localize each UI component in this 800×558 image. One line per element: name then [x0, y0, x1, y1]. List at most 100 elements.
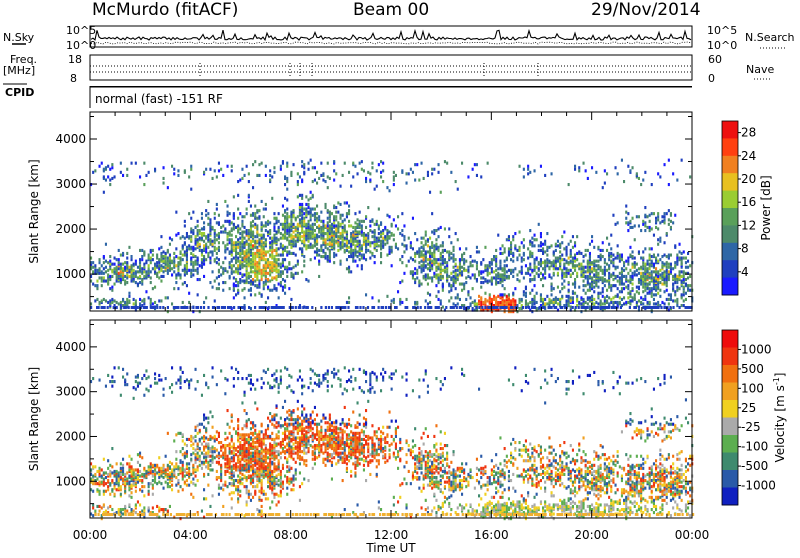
power-cell	[593, 302, 595, 305]
vel-cell	[92, 377, 94, 380]
power-cell	[229, 287, 231, 290]
power-cell	[357, 172, 359, 175]
power-cell	[290, 252, 292, 255]
power-cell	[386, 254, 388, 257]
vel-cell	[177, 432, 179, 435]
power-cell	[612, 214, 614, 217]
power-cell	[649, 254, 651, 257]
power-cell	[293, 163, 295, 166]
power-cell	[536, 272, 538, 275]
power-cell	[320, 220, 322, 223]
power-ground-cell	[344, 306, 346, 309]
power-cell	[333, 255, 335, 258]
power-cell	[201, 258, 203, 261]
power-cell	[278, 263, 280, 266]
power-cell	[209, 261, 211, 264]
vel-cell	[180, 485, 182, 488]
power-cell	[657, 270, 659, 273]
power-cell	[393, 238, 395, 241]
power-cell	[233, 257, 235, 260]
power-cell	[244, 280, 246, 283]
power-cell	[574, 260, 576, 263]
power-cell	[320, 174, 322, 177]
power-ground-cell	[159, 306, 161, 309]
power-cell	[401, 169, 403, 172]
power-cell	[139, 264, 141, 267]
power-ground-cell	[484, 306, 486, 309]
vel-cell	[167, 510, 169, 513]
power-cell	[173, 287, 175, 290]
colorbar-tick-label: 8	[741, 242, 749, 256]
vel-cell	[126, 478, 128, 481]
power-cell	[461, 254, 463, 257]
power-cell	[619, 283, 621, 286]
power-cell	[346, 241, 348, 244]
power-cell	[314, 208, 316, 211]
power-ground-cell	[197, 306, 199, 309]
power-cell	[683, 257, 685, 260]
power-cell	[344, 224, 346, 227]
power-cell	[175, 234, 177, 237]
power-cell	[627, 257, 629, 260]
power-cell	[340, 223, 342, 226]
power-cell	[659, 221, 661, 224]
power-cell	[237, 281, 239, 284]
power-ground-cell	[511, 306, 513, 309]
power-cell	[497, 267, 499, 270]
power-cell	[303, 212, 305, 215]
power-cell	[320, 255, 322, 258]
vel-cell	[195, 435, 197, 438]
power-cell	[578, 169, 580, 172]
power-cell	[237, 217, 239, 220]
power-cell	[435, 266, 437, 269]
power-cell	[239, 278, 241, 281]
vel-cell	[190, 493, 192, 496]
power-cell	[252, 240, 254, 243]
power-cell	[621, 159, 623, 162]
power-cell	[248, 275, 250, 278]
power-cell	[472, 168, 474, 171]
vel-cell	[154, 377, 156, 380]
vel-cell	[186, 465, 188, 468]
power-cell	[384, 226, 386, 229]
power-cell	[649, 290, 651, 293]
power-cell	[612, 301, 614, 304]
vel-cell	[152, 479, 154, 482]
power-cell	[380, 255, 382, 258]
power-cell	[293, 266, 295, 269]
power-cell	[421, 250, 423, 253]
power-cell	[118, 302, 120, 305]
vel-cell	[139, 470, 141, 473]
power-cell	[137, 283, 139, 286]
power-cell	[623, 269, 625, 272]
power-cell	[683, 304, 685, 307]
power-cell	[557, 298, 559, 301]
power-cell	[548, 273, 550, 276]
vel-cell	[124, 510, 126, 513]
vel-cell	[122, 368, 124, 371]
power-cell	[352, 260, 354, 263]
vel-cell	[152, 484, 154, 487]
power-cell	[103, 255, 105, 258]
power-cell	[674, 214, 676, 217]
power-cell	[103, 298, 105, 301]
power-cell	[647, 275, 649, 278]
power-cell	[668, 223, 670, 226]
power-cell	[150, 301, 152, 304]
power-cell	[668, 278, 670, 281]
power-cell	[163, 255, 165, 258]
power-cell	[143, 302, 145, 305]
power-cell	[310, 208, 312, 211]
power-cell	[397, 227, 399, 230]
power-cell	[529, 292, 531, 295]
power-cell	[333, 252, 335, 255]
vel-cell	[182, 464, 184, 467]
power-ground-cell	[575, 306, 577, 309]
power-cell	[504, 267, 506, 270]
power-cell	[544, 272, 546, 275]
power-cell	[248, 200, 250, 203]
power-cell	[546, 254, 548, 257]
power-cell	[425, 278, 427, 281]
power-cell	[644, 286, 646, 289]
vel-cell	[107, 506, 109, 509]
